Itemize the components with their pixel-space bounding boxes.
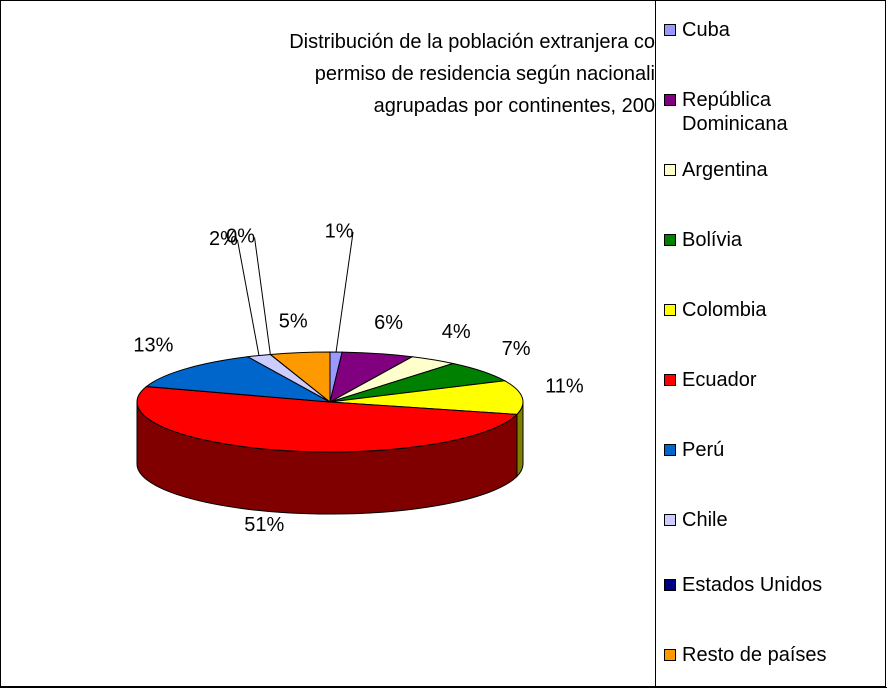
legend-swatch: [664, 579, 676, 591]
legend-label: Cuba: [682, 19, 730, 41]
data-label: 5%: [279, 311, 308, 333]
legend-swatch: [664, 304, 676, 316]
slice: [329, 380, 524, 415]
legend-label: Argentina: [682, 159, 768, 181]
legend-item: Resto de países: [664, 643, 867, 667]
leader-line: [236, 239, 260, 356]
legend-swatch: [664, 234, 676, 246]
legend-label: República Dominicana: [682, 89, 788, 135]
legend-swatch: [664, 649, 676, 661]
legend-item: Colombia: [664, 298, 867, 322]
legend-swatch: [664, 94, 676, 106]
data-label: 1%: [325, 220, 354, 242]
legend-item: Chile: [664, 508, 867, 532]
data-label: 2%: [209, 228, 238, 250]
legend-swatch: [664, 514, 676, 526]
data-label: 4%: [442, 321, 471, 343]
data-label: 51%: [244, 514, 284, 536]
legend-swatch: [664, 24, 676, 36]
legend-item: República Dominicana: [664, 88, 867, 136]
legend-label: Chile: [682, 509, 728, 531]
leader-line: [335, 231, 354, 353]
legend-item: Bolívia: [664, 228, 867, 252]
legend: Cuba República Dominicana Argentina Bolívia…: [655, 0, 887, 687]
legend-label: Resto de países: [682, 644, 827, 666]
legend-item: Estados Unidos: [664, 573, 867, 597]
legend-swatch: [664, 164, 676, 176]
chart-title: agrupadas por continentes, 200: [374, 95, 655, 117]
legend-item: Perú: [664, 438, 867, 462]
slice: [136, 386, 519, 453]
legend-swatch: [664, 444, 676, 456]
chart-title: permiso de residencia según nacionali: [315, 63, 655, 85]
legend-item: Cuba: [664, 18, 867, 42]
slice: [145, 356, 331, 403]
data-label: 6%: [374, 312, 403, 334]
legend-item: Argentina: [664, 158, 867, 182]
leader-line: [254, 237, 271, 355]
legend-label: Estados Unidos: [682, 574, 823, 596]
slice: [269, 351, 331, 404]
legend-swatch: [664, 374, 676, 386]
data-label: 13%: [133, 334, 173, 356]
legend-label: Ecuador: [682, 369, 757, 391]
legend-label: Bolívia: [682, 229, 743, 251]
legend-item: Ecuador: [664, 368, 867, 392]
data-label: 7%: [502, 338, 531, 360]
chart-title: Distribución de la población extranjera …: [289, 31, 655, 53]
data-label: 11%: [545, 375, 584, 397]
legend-label: Perú: [682, 439, 725, 461]
data-label: 0%: [226, 226, 255, 248]
legend-label: Colombia: [682, 299, 767, 321]
